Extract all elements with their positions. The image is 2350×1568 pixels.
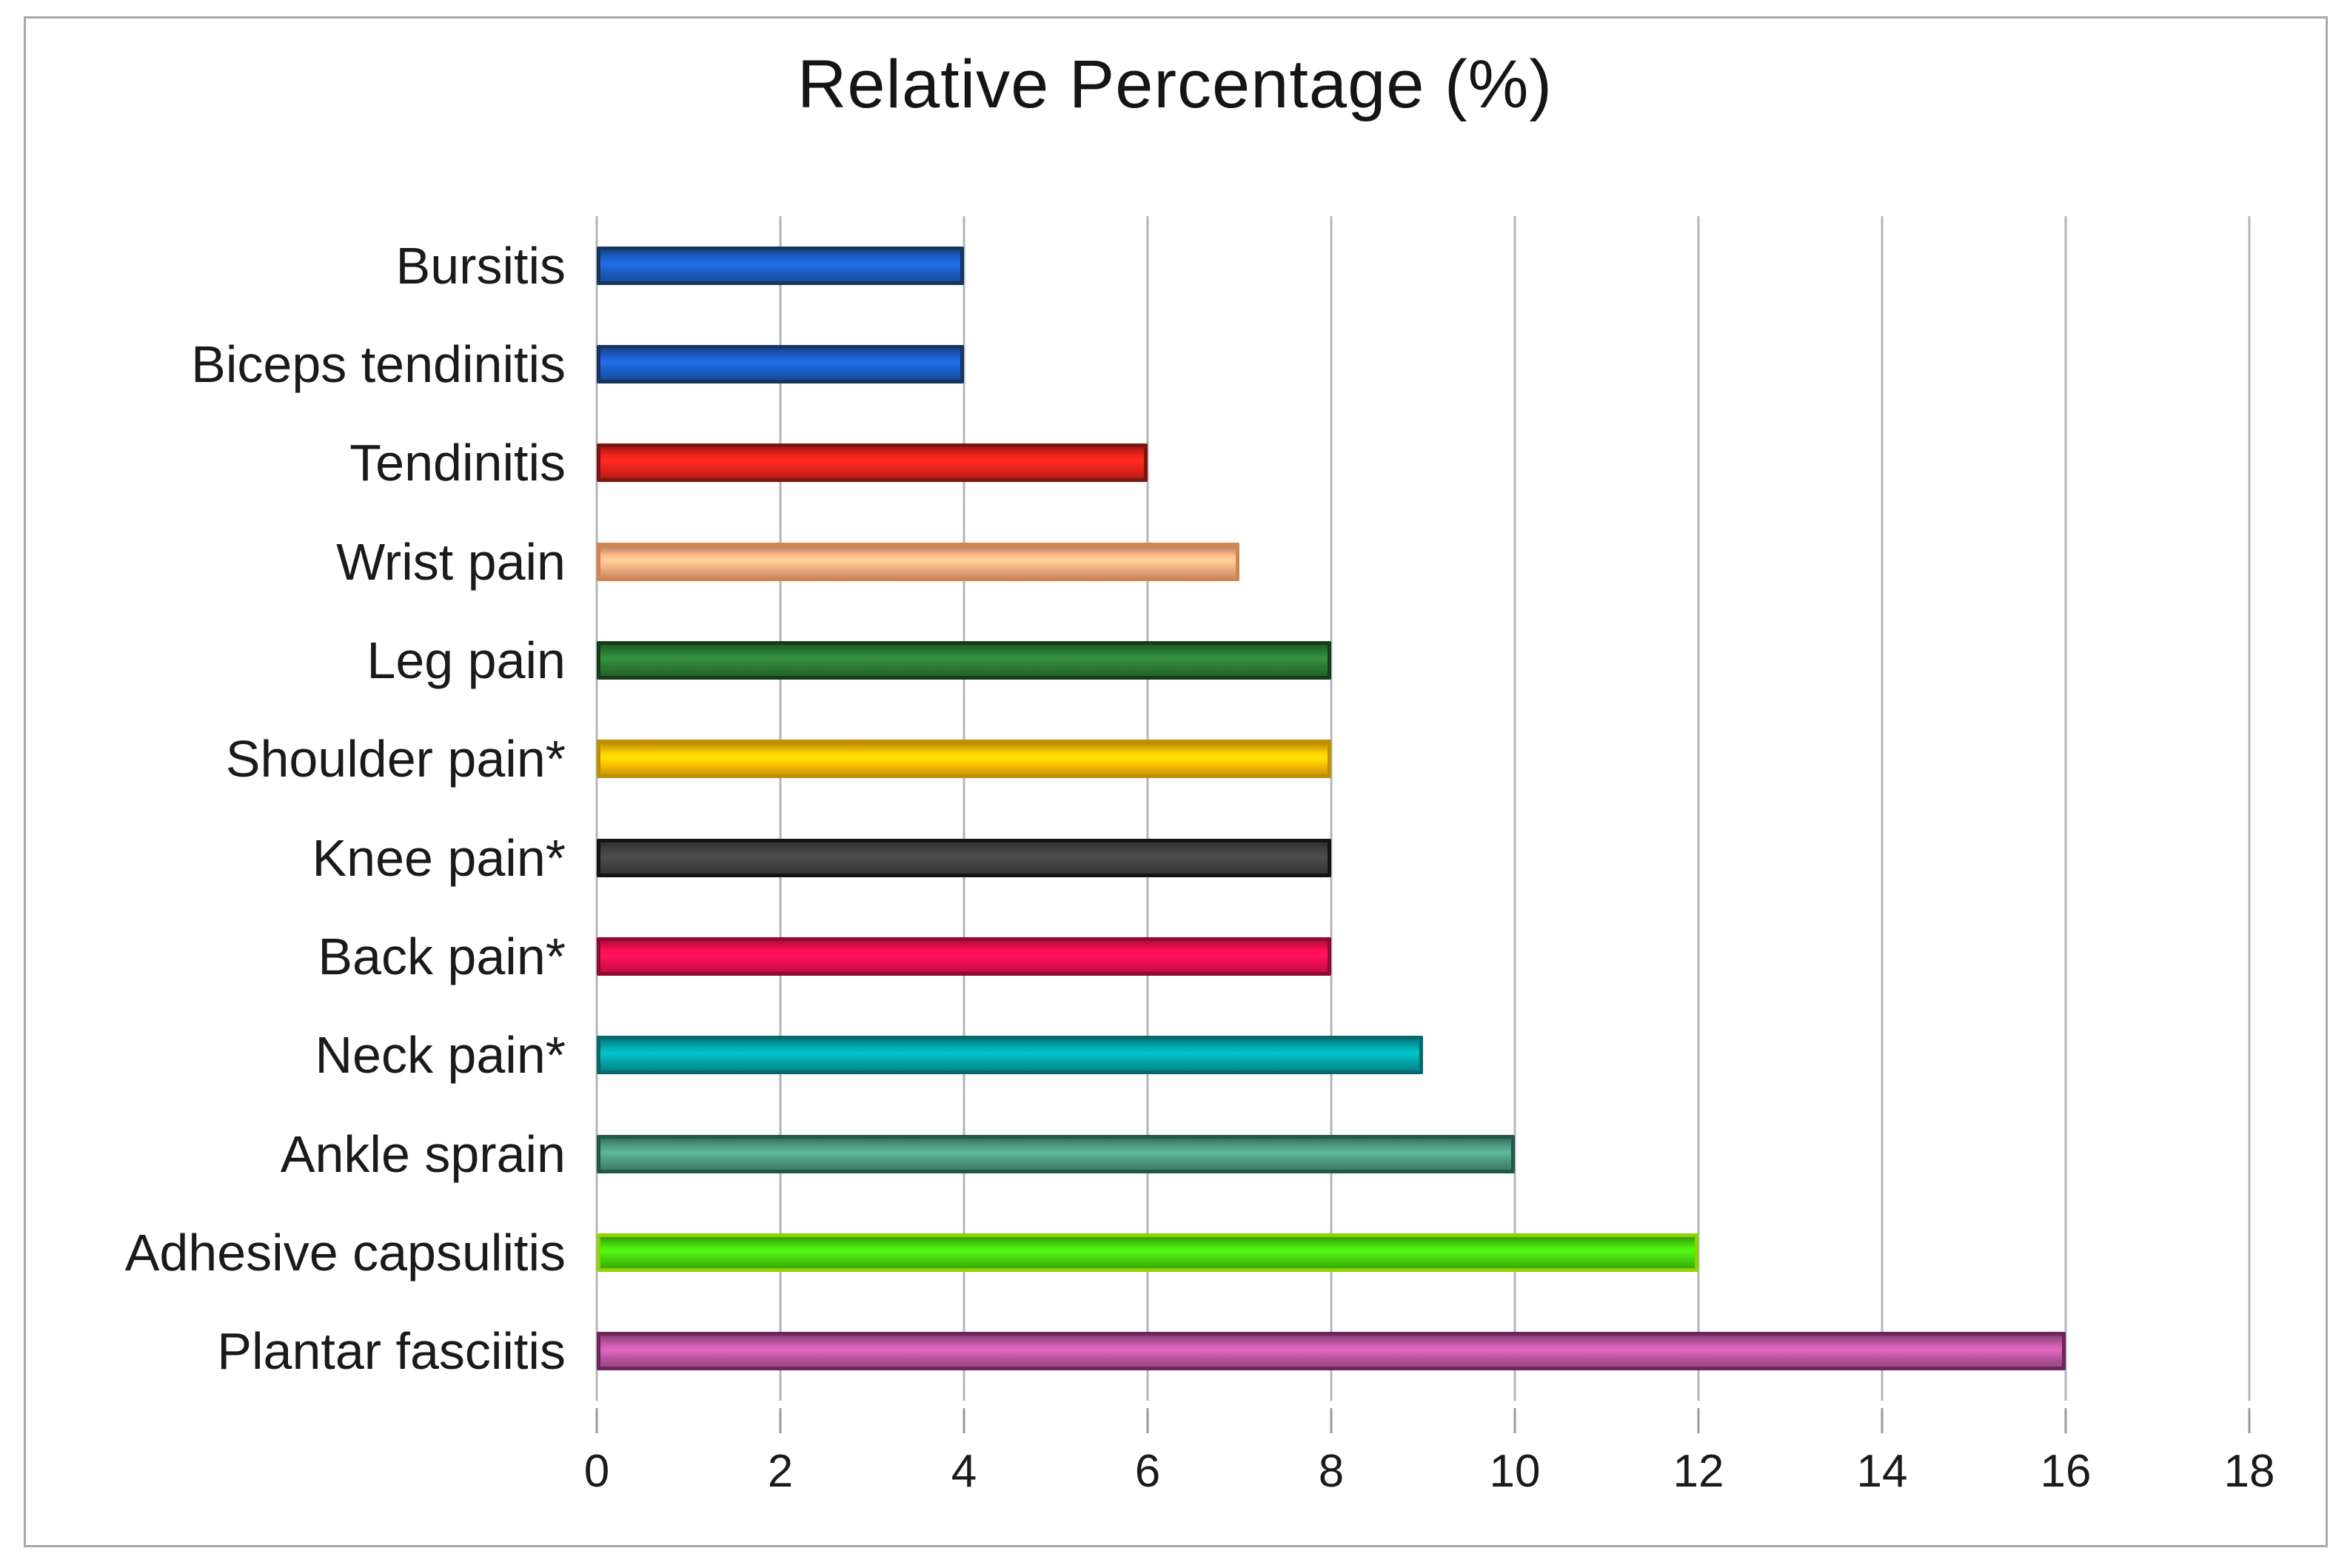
x-tick-label: 16 bbox=[2040, 1446, 2092, 1497]
x-tick-mark-0 bbox=[595, 1408, 598, 1433]
category-label: Shoulder pain* bbox=[225, 730, 566, 788]
chart-title: Relative Percentage (%) bbox=[797, 47, 1553, 122]
bar bbox=[597, 1233, 1698, 1272]
bar-row: Neck pain* bbox=[315, 1006, 2249, 1105]
x-tick-label: 0 bbox=[583, 1446, 610, 1497]
gridline-x-16 bbox=[2064, 216, 2067, 1401]
bar-row: Shoulder pain* bbox=[226, 710, 2249, 808]
category-label: Biceps tendinitis bbox=[191, 335, 566, 393]
bar-row: Leg pain bbox=[366, 611, 2249, 709]
x-axis: 0 2 4 6 8 10 12 14 16 18 bbox=[584, 1445, 2275, 1504]
x-tick-label: 10 bbox=[1489, 1446, 1541, 1497]
chart-frame bbox=[24, 16, 2328, 1547]
bar bbox=[597, 740, 1331, 779]
x-tick-label: 2 bbox=[767, 1446, 794, 1497]
x-tick-label: 14 bbox=[1856, 1446, 1908, 1497]
category-label: Leg pain bbox=[366, 631, 566, 689]
x-tick-label: 6 bbox=[1134, 1446, 1161, 1497]
x-tick-mark-8 bbox=[1330, 1408, 1333, 1433]
bar bbox=[597, 838, 1331, 877]
bar bbox=[597, 1134, 1515, 1173]
x-tick-label: 18 bbox=[2223, 1446, 2275, 1497]
category-label: Wrist pain bbox=[336, 532, 566, 591]
x-tick-label: 8 bbox=[1318, 1446, 1345, 1497]
gridline-x-10 bbox=[1513, 216, 1516, 1401]
category-label: Ankle sprain bbox=[280, 1125, 566, 1183]
x-tick-mark-2 bbox=[779, 1408, 782, 1433]
gridline-x-4 bbox=[963, 216, 965, 1401]
x-tick-mark-14 bbox=[1881, 1408, 1884, 1433]
x-tick-mark-4 bbox=[963, 1408, 965, 1433]
category-label: Plantar fasciitis bbox=[217, 1322, 566, 1381]
bar bbox=[597, 937, 1331, 976]
bar bbox=[597, 246, 964, 285]
category-label: Tendinitis bbox=[349, 434, 566, 492]
bar bbox=[597, 640, 1331, 680]
gridline-x-18 bbox=[2248, 216, 2251, 1401]
category-label: Knee pain* bbox=[312, 828, 566, 887]
x-tick-label: 12 bbox=[1673, 1446, 1724, 1497]
plot-area: Bursitis Biceps tendinitis Tendinitis Wrist… bbox=[125, 216, 2251, 1433]
x-tick-mark-18 bbox=[2248, 1408, 2251, 1433]
bar bbox=[597, 1036, 1423, 1075]
gridline-x-8 bbox=[1330, 216, 1333, 1401]
category-label: Adhesive capsulitis bbox=[124, 1223, 566, 1281]
x-tick-mark-6 bbox=[1146, 1408, 1149, 1433]
category-label: Neck pain* bbox=[315, 1026, 566, 1085]
bar bbox=[597, 542, 1239, 581]
bar bbox=[597, 443, 1148, 483]
gridline-x-2 bbox=[779, 216, 782, 1401]
bar bbox=[597, 344, 964, 383]
gridline-x-14 bbox=[1881, 216, 1884, 1401]
bar-row: Biceps tendinitis bbox=[191, 315, 2249, 413]
x-tick-mark-12 bbox=[1697, 1408, 1700, 1433]
bar-row: Back pain* bbox=[318, 907, 2249, 1005]
x-tick-label: 4 bbox=[951, 1446, 977, 1497]
category-label: Bursitis bbox=[395, 236, 566, 295]
bar-row: Ankle sprain bbox=[281, 1105, 2249, 1203]
bar-row: Plantar fasciitis bbox=[217, 1302, 2249, 1401]
category-label: Back pain* bbox=[318, 927, 566, 985]
bar-row: Tendinitis bbox=[349, 414, 2249, 512]
bar-row: Adhesive capsulitis bbox=[125, 1203, 2249, 1301]
gridline-x-12 bbox=[1697, 216, 1700, 1401]
bar-row: Knee pain* bbox=[312, 808, 2249, 907]
gridline-x-6 bbox=[1146, 216, 1149, 1401]
bar-row: Wrist pain bbox=[336, 512, 2249, 611]
bar-rows: Bursitis Biceps tendinitis Tendinitis Wrist… bbox=[125, 216, 2249, 1401]
x-tick-mark-10 bbox=[1513, 1408, 1516, 1433]
bar-row: Bursitis bbox=[396, 216, 2249, 315]
gridline-x-0 bbox=[595, 216, 598, 1401]
x-tick-mark-16 bbox=[2064, 1408, 2067, 1433]
bar bbox=[597, 1332, 2066, 1371]
